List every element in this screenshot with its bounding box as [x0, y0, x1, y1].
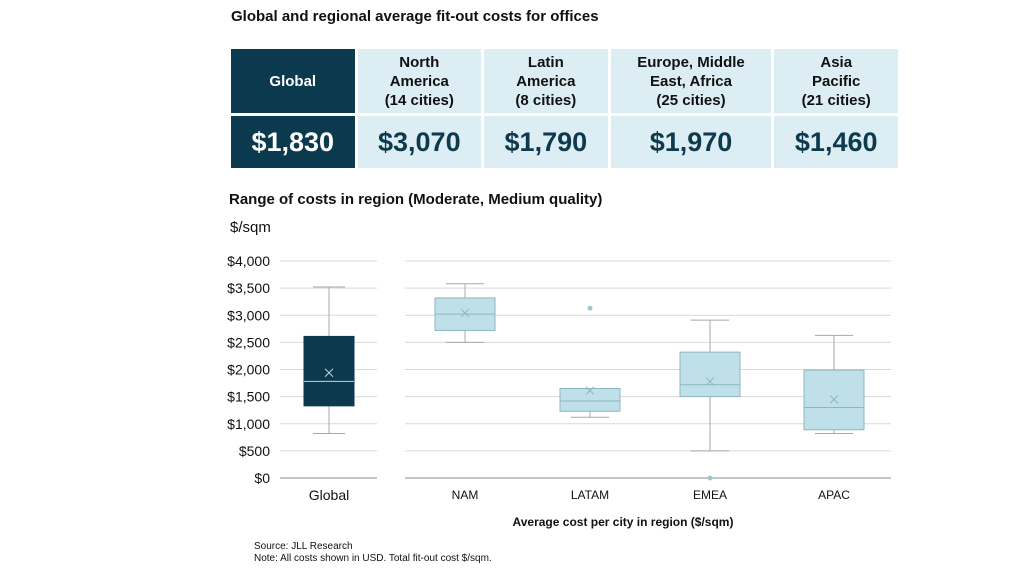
region-header-line: East, Africa	[650, 72, 732, 90]
source-note: Source: JLL Research Note: All costs sho…	[254, 541, 492, 565]
region-header-line: Europe, Middle	[637, 53, 745, 71]
box-emea	[679, 351, 741, 398]
y-tick-label: $2,500	[227, 334, 270, 350]
y-tick-label: $3,500	[227, 280, 270, 296]
region-header-line: (14 cities)	[384, 91, 454, 109]
y-tick-label: $3,000	[227, 307, 270, 323]
region-header-cell: Global	[231, 49, 355, 113]
x-tick-label: Global	[309, 487, 349, 503]
source-line: Source: JLL Research	[254, 541, 353, 552]
cost-summary-table: Global North America (14 cities) Latin Americ…	[228, 46, 901, 171]
region-header-line: Pacific	[812, 72, 861, 90]
chart-title: Global and regional average fit-out cost…	[231, 8, 599, 25]
region-average-value: $1,460	[774, 116, 898, 168]
region-header-cell: Asia Pacific (21 cities)	[774, 49, 898, 113]
x-axis-title: Average cost per city in region ($/sqm)	[513, 515, 734, 529]
y-tick-label: $500	[239, 443, 270, 459]
y-tick-label: $2,000	[227, 362, 270, 378]
range-subtitle: Range of costs in region (Moderate, Medi…	[229, 191, 603, 208]
value-row: $1,830 $3,070 $1,790 $1,970 $1,460	[231, 116, 898, 168]
region-header-cell: North America (14 cities)	[357, 49, 482, 113]
region-header-line: (25 cities)	[656, 91, 726, 109]
mean-marker	[829, 394, 839, 404]
region-header-cell: Europe, Middle East, Africa (25 cities)	[610, 49, 772, 113]
mean-marker	[460, 308, 470, 318]
x-tick-label: LATAM	[571, 488, 609, 502]
region-header-line: Global	[269, 72, 317, 90]
header-row: Global North America (14 cities) Latin Americ…	[231, 49, 898, 113]
region-header-line: Asia	[820, 53, 853, 71]
region-header-line: (8 cities)	[515, 91, 577, 109]
region-header-line: North	[399, 53, 440, 71]
mean-marker	[585, 386, 595, 396]
outlier-point	[587, 305, 593, 311]
region-average-value: $3,070	[357, 116, 482, 168]
x-tick-label: EMEA	[693, 488, 727, 502]
region-header-line: America	[516, 72, 576, 90]
mean-marker	[705, 377, 715, 386]
region-header-line: (21 cities)	[801, 91, 871, 109]
y-tick-label: $1,500	[227, 389, 270, 405]
y-axis-unit: $/sqm	[230, 219, 271, 236]
y-tick-label: $4,000	[227, 253, 270, 269]
region-average-value: $1,790	[484, 116, 608, 168]
x-tick-label: APAC	[818, 488, 850, 502]
mean-marker	[324, 368, 334, 378]
outlier-point	[707, 475, 713, 481]
region-header-cell: Latin America (8 cities)	[484, 49, 608, 113]
box-global	[303, 335, 355, 407]
y-tick-label: $0	[254, 470, 270, 486]
region-header-line: Latin	[527, 53, 564, 71]
y-tick-label: $1,000	[227, 416, 270, 432]
region-average-value: $1,830	[231, 116, 355, 168]
region-average-value: $1,970	[610, 116, 772, 168]
x-tick-label: NAM	[452, 488, 479, 502]
box-latam	[559, 387, 621, 412]
note-line: Note: All costs shown in USD. Total fit-…	[254, 553, 492, 564]
region-header-line: America	[389, 72, 449, 90]
